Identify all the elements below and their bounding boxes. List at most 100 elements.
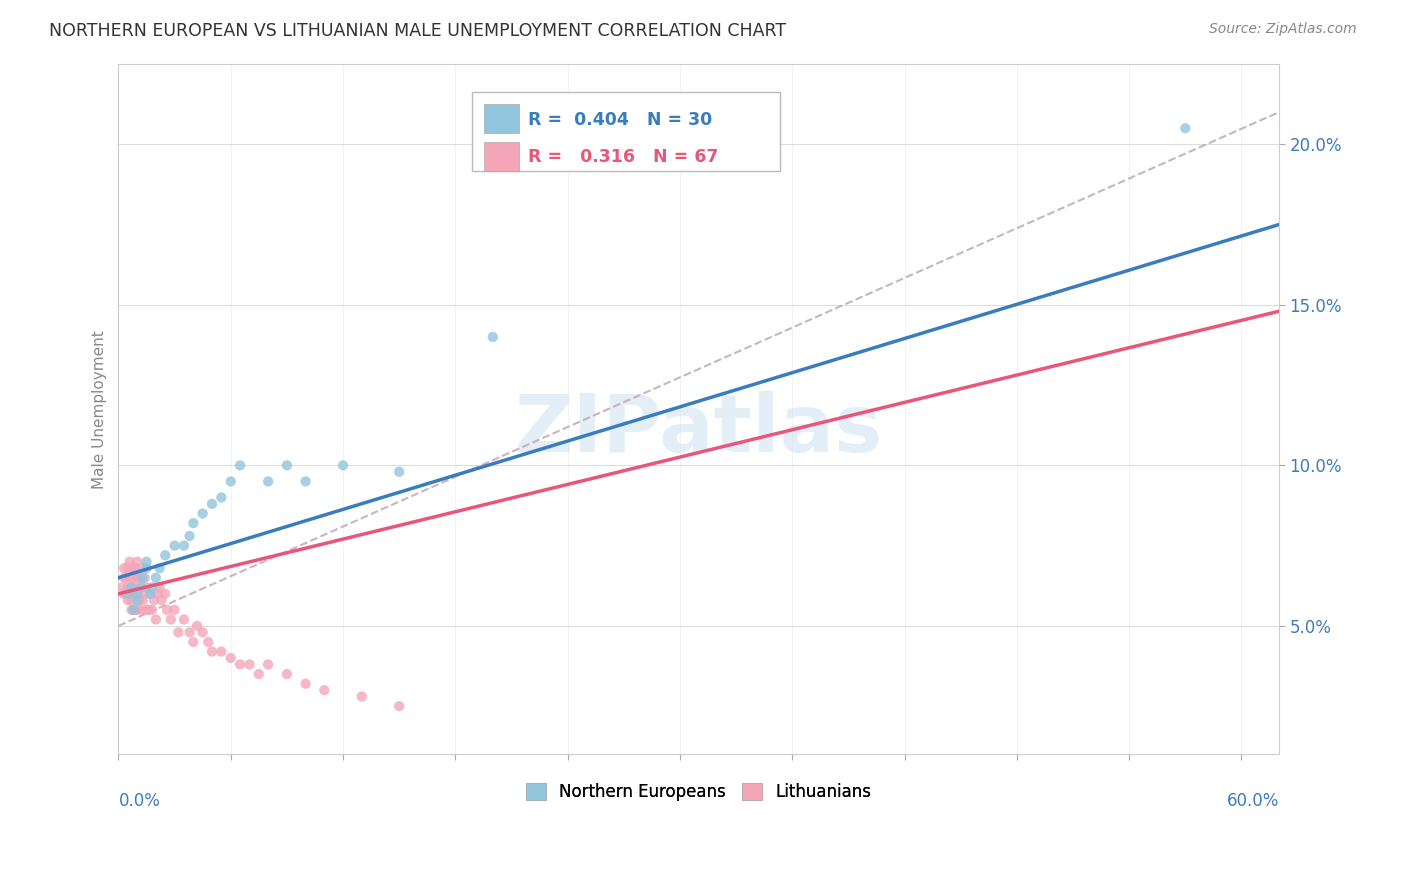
Point xyxy=(143,593,166,607)
Point xyxy=(181,635,204,649)
Point xyxy=(141,580,163,594)
Point xyxy=(209,491,232,505)
Point xyxy=(219,651,242,665)
Bar xyxy=(484,104,519,134)
Point xyxy=(129,580,152,594)
Point xyxy=(197,635,219,649)
Point xyxy=(122,561,145,575)
Point xyxy=(134,587,156,601)
Point xyxy=(191,507,214,521)
Point xyxy=(121,593,143,607)
Point xyxy=(1174,121,1197,136)
Point xyxy=(276,458,298,473)
Y-axis label: Male Unemployment: Male Unemployment xyxy=(93,330,107,489)
Point xyxy=(294,676,316,690)
Point xyxy=(124,561,146,575)
Point xyxy=(247,667,270,681)
Point xyxy=(167,625,190,640)
Legend: Northern Europeans, Lithuanians: Northern Europeans, Lithuanians xyxy=(519,777,879,808)
Point xyxy=(127,587,149,601)
Point xyxy=(124,580,146,594)
Point xyxy=(117,561,139,575)
Text: R =   0.316   N = 67: R = 0.316 N = 67 xyxy=(529,148,718,166)
Point xyxy=(173,539,195,553)
Point xyxy=(122,571,145,585)
Text: 0.0%: 0.0% xyxy=(118,792,160,810)
Point xyxy=(112,571,135,585)
Point xyxy=(179,529,201,543)
Point xyxy=(135,555,157,569)
Point xyxy=(149,561,172,575)
Point xyxy=(229,657,252,672)
FancyBboxPatch shape xyxy=(472,92,780,171)
Point xyxy=(127,593,149,607)
Point xyxy=(122,603,145,617)
Point xyxy=(179,625,201,640)
Point xyxy=(155,587,177,601)
Point xyxy=(118,555,141,569)
Point xyxy=(117,580,139,594)
Point xyxy=(128,571,150,585)
Point xyxy=(191,625,214,640)
Point xyxy=(112,587,135,601)
Point xyxy=(388,465,411,479)
Point xyxy=(112,561,135,575)
Point xyxy=(238,657,260,672)
Point xyxy=(117,593,139,607)
Point xyxy=(314,683,336,698)
Text: NORTHERN EUROPEAN VS LITHUANIAN MALE UNEMPLOYMENT CORRELATION CHART: NORTHERN EUROPEAN VS LITHUANIAN MALE UNE… xyxy=(49,22,786,40)
Point xyxy=(149,580,172,594)
Point xyxy=(229,458,252,473)
Point xyxy=(134,571,156,585)
Point xyxy=(124,603,146,617)
Point xyxy=(350,690,373,704)
Point xyxy=(111,580,134,594)
Point xyxy=(160,612,183,626)
Point xyxy=(145,612,167,626)
Point xyxy=(156,603,179,617)
Text: 60.0%: 60.0% xyxy=(1226,792,1279,810)
Text: Source: ZipAtlas.com: Source: ZipAtlas.com xyxy=(1209,22,1357,37)
Point xyxy=(117,587,139,601)
Point xyxy=(135,603,157,617)
Point xyxy=(139,587,162,601)
Point xyxy=(163,539,186,553)
Point xyxy=(294,475,316,489)
Point xyxy=(181,516,204,531)
Point xyxy=(127,571,149,585)
Point xyxy=(141,603,163,617)
Point xyxy=(128,593,150,607)
Point xyxy=(186,619,208,633)
Point xyxy=(332,458,354,473)
Point xyxy=(132,571,155,585)
Text: R =  0.404   N = 30: R = 0.404 N = 30 xyxy=(529,111,713,128)
Point xyxy=(127,587,149,601)
Text: ZIPatlas: ZIPatlas xyxy=(515,391,883,469)
Point xyxy=(121,580,143,594)
Point xyxy=(122,603,145,617)
Point xyxy=(138,603,160,617)
Point xyxy=(209,644,232,658)
Point xyxy=(139,587,162,601)
Point xyxy=(135,580,157,594)
Point xyxy=(219,475,242,489)
Bar xyxy=(484,142,519,170)
Point xyxy=(118,587,141,601)
Point xyxy=(121,603,143,617)
Point xyxy=(127,603,149,617)
Point xyxy=(146,587,169,601)
Point xyxy=(201,644,224,658)
Point xyxy=(145,571,167,585)
Point xyxy=(129,580,152,594)
Point xyxy=(150,593,173,607)
Point xyxy=(155,549,177,563)
Point xyxy=(135,561,157,575)
Point xyxy=(129,603,152,617)
Point xyxy=(132,593,155,607)
Point xyxy=(257,475,280,489)
Point xyxy=(163,603,186,617)
Point xyxy=(115,587,138,601)
Point xyxy=(481,330,503,344)
Point xyxy=(132,561,155,575)
Point xyxy=(127,555,149,569)
